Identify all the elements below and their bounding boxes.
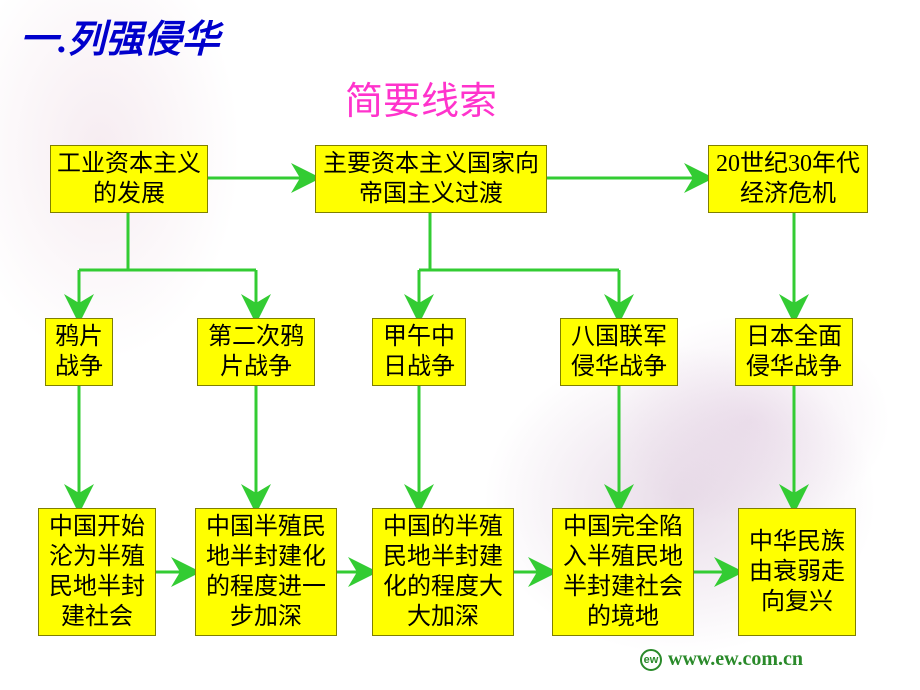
node-n4: 鸦片战争 [45,318,113,386]
main-heading: 一.列强侵华 [20,8,220,63]
node-n9: 中国开始沦为半殖民地半封建社会 [38,508,156,636]
node-n8: 日本全面侵华战争 [735,318,853,386]
node-n1: 工业资本主义的发展 [50,145,208,213]
node-n13: 中华民族由衰弱走向复兴 [738,508,856,636]
subtitle: 简要线索 [345,70,497,125]
node-n11: 中国的半殖民地半封建化的程度大大加深 [372,508,514,636]
node-n6: 甲午中日战争 [372,318,466,386]
node-n5: 第二次鸦片战争 [197,318,315,386]
watermark: ew www.ew.com.cn [640,648,803,671]
node-n7: 八国联军侵华战争 [560,318,678,386]
node-n3: 20世纪30年代经济危机 [708,145,868,213]
node-n2: 主要资本主义国家向帝国主义过渡 [315,145,547,213]
watermark-icon: ew [640,649,662,671]
node-n12: 中国完全陷入半殖民地半封建社会的境地 [552,508,694,636]
node-n10: 中国半殖民地半封建化的程度进一步加深 [195,508,337,636]
watermark-text: www.ew.com.cn [668,648,803,671]
